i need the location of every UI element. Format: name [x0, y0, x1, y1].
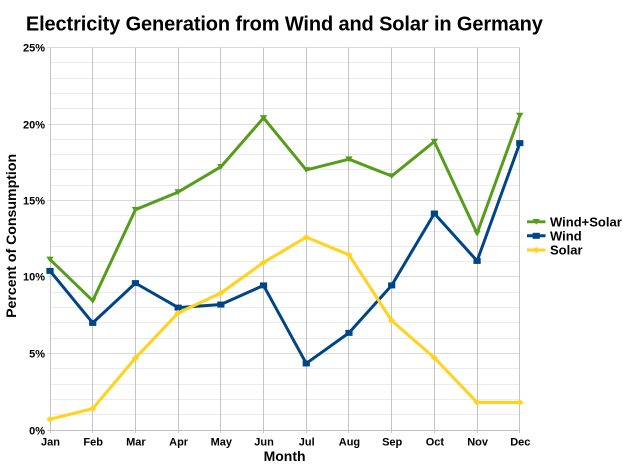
svg-text:0%: 0%: [29, 425, 45, 437]
svg-text:15%: 15%: [23, 195, 45, 207]
svg-text:25%: 25%: [23, 42, 45, 54]
svg-text:Aug: Aug: [339, 437, 360, 449]
svg-text:Nov: Nov: [467, 437, 489, 449]
svg-text:Month: Month: [264, 448, 306, 464]
svg-text:Dec: Dec: [510, 437, 530, 449]
svg-text:Jan: Jan: [41, 437, 60, 449]
svg-text:Wind: Wind: [550, 228, 582, 243]
svg-text:Solar: Solar: [550, 243, 583, 258]
svg-text:Apr: Apr: [169, 437, 189, 449]
svg-text:Feb: Feb: [83, 437, 103, 449]
svg-text:20%: 20%: [23, 119, 45, 131]
svg-text:Oct: Oct: [426, 437, 445, 449]
svg-text:Sep: Sep: [382, 437, 402, 449]
svg-text:Wind+Solar: Wind+Solar: [550, 214, 622, 229]
svg-text:Jul: Jul: [299, 437, 315, 449]
svg-text:Mar: Mar: [126, 437, 146, 449]
svg-text:Electricity Generation from Wi: Electricity Generation from Wind and Sol…: [26, 14, 544, 36]
svg-text:5%: 5%: [29, 348, 45, 360]
svg-text:10%: 10%: [23, 271, 45, 283]
svg-text:May: May: [211, 437, 233, 449]
svg-text:Jun: Jun: [254, 437, 274, 449]
svg-text:Percent of Consumption: Percent of Consumption: [4, 154, 19, 318]
